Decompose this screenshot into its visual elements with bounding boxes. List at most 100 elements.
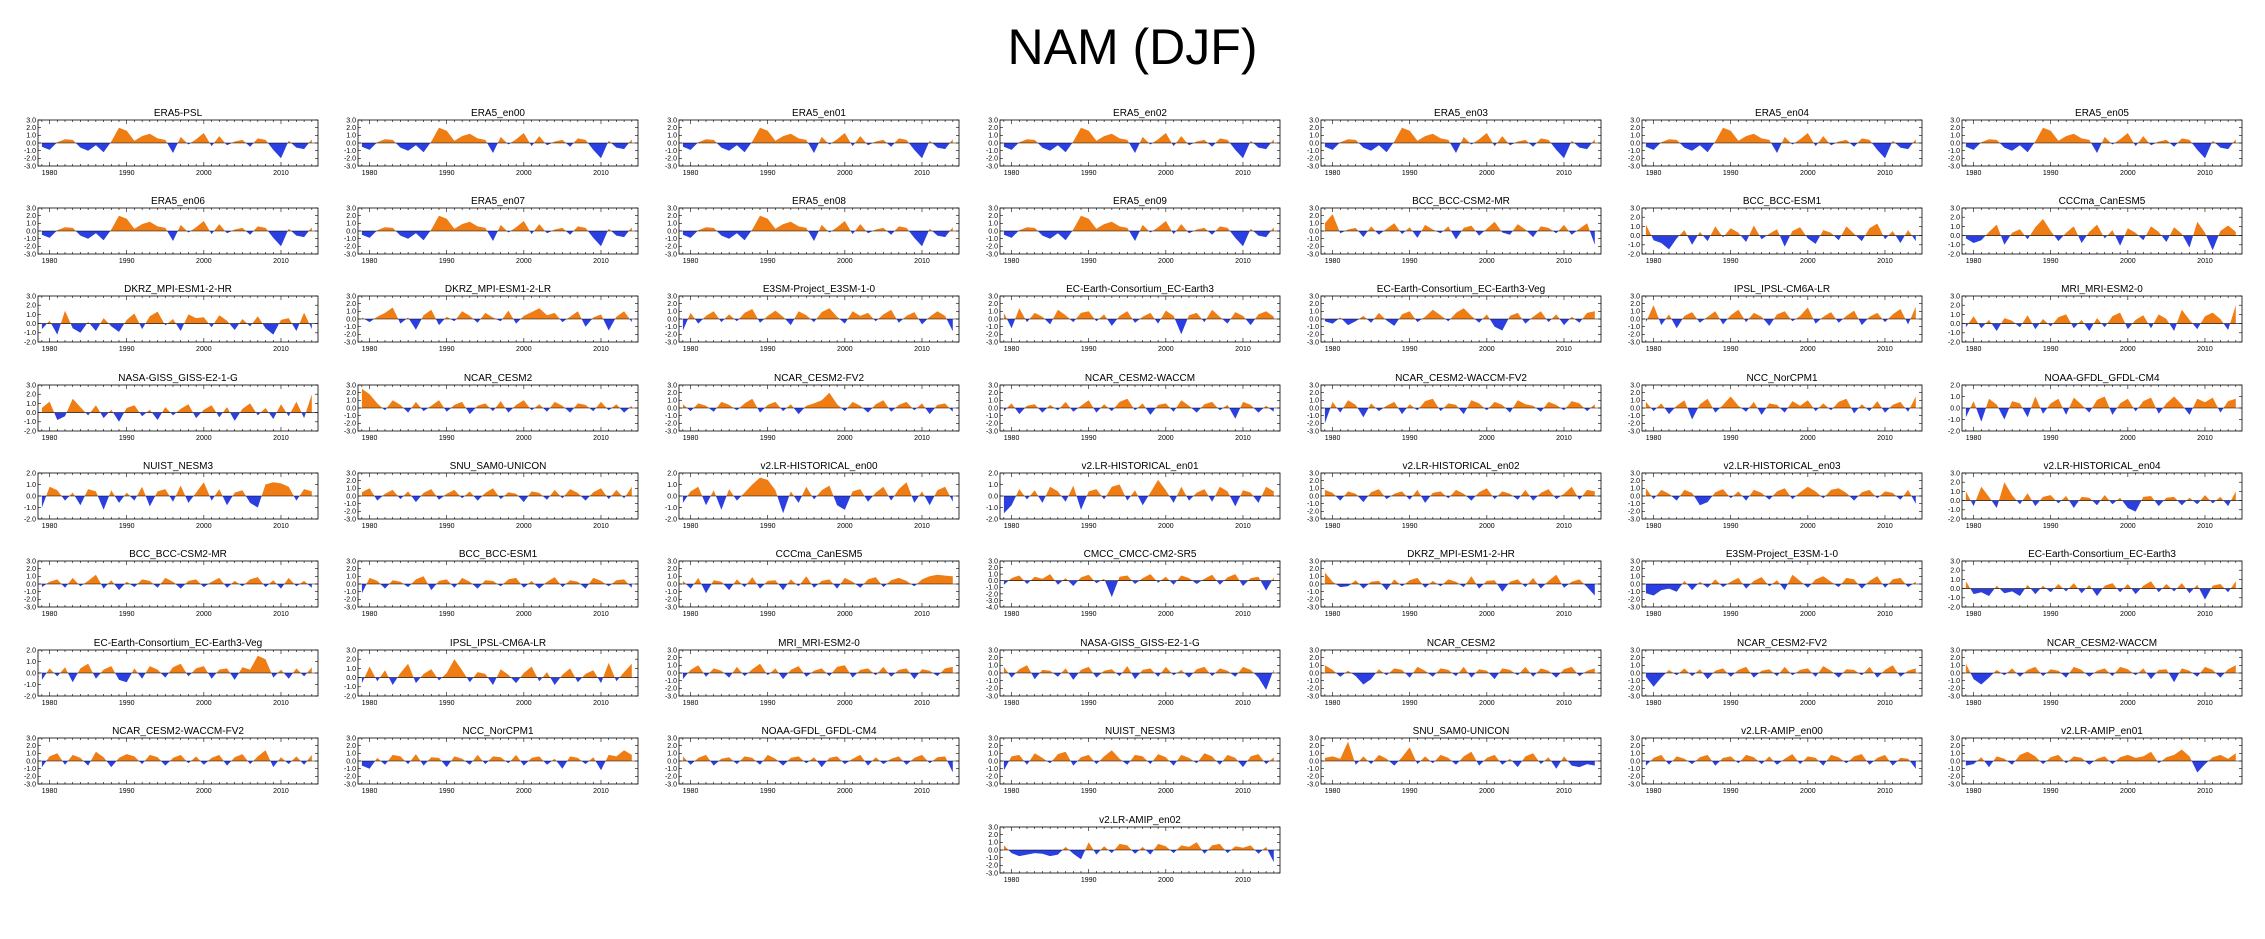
y-tick-label: -2.0 xyxy=(344,509,356,516)
panel-svg: ERA5_en08 3.02.01.00.0-1.0-2.0-3.0 1980 199… xyxy=(665,196,960,265)
y-tick-label: 0.0 xyxy=(1630,316,1640,323)
x-tick-label: 1990 xyxy=(1723,346,1739,353)
y-tick-label: -2.0 xyxy=(24,516,36,523)
x-tick-label: 1990 xyxy=(439,346,455,353)
x-tick-label: 1980 xyxy=(1966,611,1982,618)
panel-svg: EC-Earth-Consortium_EC-Earth3-Veg3.02.01… xyxy=(1307,284,1602,353)
chart-panel: NASA-GISS_GISS-E2-1-G 3.0 2.0 1.0 0.0 -1.0 -2.… xyxy=(966,636,1281,714)
y-tick-label: 1.0 xyxy=(988,309,998,316)
y-tick-label: -3.0 xyxy=(986,428,998,435)
x-tick-label: 2010 xyxy=(2197,523,2213,530)
positive-area xyxy=(1965,396,2236,408)
y-tick-label: -3.0 xyxy=(1307,339,1319,346)
x-tick-label: 2010 xyxy=(593,435,609,442)
chart-panel: ERA5_en05 3.0 2.0 1.0 0.0 -1.0 -2.0 -3.0 1980 199… xyxy=(1928,106,2243,184)
y-tick-label: -3.0 xyxy=(665,339,677,346)
x-tick-label: 1980 xyxy=(1646,523,1662,530)
chart-panel: NCAR_CESM2-FV2 3.0 2.0 1.0 0.0 -1.0 -2.0 -3.0 19… xyxy=(1608,636,1923,714)
positive-area xyxy=(1645,305,1916,319)
y-tick-label: 0.0 xyxy=(346,675,356,682)
panel-title: E3SM-Project_E3SM-1-0 xyxy=(763,284,876,295)
x-tick-label: 1990 xyxy=(2043,435,2059,442)
y-tick-label: 0.0 xyxy=(1309,581,1319,588)
y-tick-label: 2.0 xyxy=(667,213,677,220)
positive-area xyxy=(1003,479,1274,496)
x-tick-label: 2000 xyxy=(1800,435,1816,442)
negative-area xyxy=(361,143,632,159)
y-tick-label: -1.0 xyxy=(665,589,677,596)
y-tick-label: 0.0 xyxy=(1950,405,1960,412)
panel-title: DKRZ_MPI-ESM1-2-HR xyxy=(1407,549,1515,560)
y-tick-label: 3.0 xyxy=(1630,117,1640,124)
chart-panel: ERA5_en00 3.0 2.0 1.0 0.0 -1.0 -2.0 -3.0 1980 199… xyxy=(324,106,639,184)
y-tick-label: 3.0 xyxy=(988,382,998,389)
y-tick-label: -1.0 xyxy=(986,678,998,685)
y-tick-label: -1.0 xyxy=(1307,148,1319,155)
x-tick-label: 1980 xyxy=(42,700,58,707)
positive-area xyxy=(1965,581,2236,589)
chart-panel: CMCC_CMCC-CM2-SR5 3.0 2.0 1.0 0.0 -1.0 -2.0 -3.… xyxy=(966,547,1281,625)
negative-area xyxy=(682,319,953,332)
y-tick-label: 1.0 xyxy=(667,482,677,489)
x-tick-label: 2010 xyxy=(1877,435,1893,442)
chart-panel: E3SM-Project_E3SM-1-0 3.0 2.0 1.0 0.0 -1.0 -2.… xyxy=(645,282,960,360)
y-tick-label: 3.0 xyxy=(346,205,356,212)
y-tick-label: 2.0 xyxy=(667,390,677,397)
x-tick-label: 2000 xyxy=(196,346,212,353)
x-tick-label: 2000 xyxy=(196,258,212,265)
x-tick-label: 1980 xyxy=(683,435,699,442)
panel-svg: NCAR_CESM2-FV2 3.02.01.00.0-1.0-2.0-3.0 19… xyxy=(1628,638,1923,707)
y-tick-label: -1.0 xyxy=(344,236,356,243)
y-tick-label: -2.0 xyxy=(24,428,36,435)
x-tick-label: 1980 xyxy=(42,435,58,442)
x-tick-label: 1990 xyxy=(1081,435,1097,442)
panel-svg: ERA5-PSL 3.02.01.00.0-1.0-2.0-3.0 1980 1990… xyxy=(24,108,319,177)
y-tick-label: 2.0 xyxy=(26,470,36,477)
x-tick-label: 1990 xyxy=(2043,346,2059,353)
x-tick-label: 2010 xyxy=(2197,346,2213,353)
panel-title: EC-Earth-Consortium_EC-Earth3 xyxy=(1066,284,1214,295)
x-tick-label: 1990 xyxy=(1402,258,1418,265)
positive-area xyxy=(1645,396,1916,408)
y-tick-label: 1.0 xyxy=(1630,398,1640,405)
y-tick-label: -3.0 xyxy=(1307,163,1319,170)
chart-panel: BCC_BCC-CSM2-MR 3.0 2.0 1.0 0.0 -1.0 -2.0 -3.0 1… xyxy=(1287,194,1602,272)
y-tick-label: 2.0 xyxy=(346,566,356,573)
y-tick-label: -2.0 xyxy=(24,156,36,163)
negative-area xyxy=(682,584,953,594)
x-tick-label: 1990 xyxy=(760,435,776,442)
y-tick-label: 3.0 xyxy=(667,558,677,565)
y-tick-label: -1.0 xyxy=(665,505,677,512)
x-tick-label: 1990 xyxy=(1723,611,1739,618)
y-tick-label: 2.0 xyxy=(26,303,36,310)
y-tick-label: -1.0 xyxy=(1307,678,1319,685)
y-tick-label: -3.0 xyxy=(1628,163,1640,170)
x-tick-label: 2010 xyxy=(1556,700,1572,707)
x-tick-label: 1980 xyxy=(1325,435,1341,442)
y-tick-label: 3.0 xyxy=(1309,293,1319,300)
panel-title: ERA5_en06 xyxy=(151,196,205,207)
y-tick-label: -3.0 xyxy=(665,163,677,170)
y-tick-label: -2.0 xyxy=(986,156,998,163)
y-tick-label: 0.0 xyxy=(346,228,356,235)
y-tick-label: 2.0 xyxy=(1950,215,1960,222)
figure-title: NAM (DJF) xyxy=(1007,19,1258,75)
y-tick-label: -1.0 xyxy=(1948,242,1960,249)
y-tick-label: 3.0 xyxy=(1630,382,1640,389)
chart-panel: DKRZ_MPI-ESM1-2-HR 3.0 2.0 1.0 0.0 -1.0 -2.0 19… xyxy=(4,282,319,360)
chart-panel: EC-Earth-Consortium_EC-Earth3-Veg 3.0 2.0 1… xyxy=(1287,282,1602,360)
panel-svg: NUIST_NESM3 2.0 1.0 0.0 -1.0 -2.0 1980 1990 2000… xyxy=(24,461,319,530)
y-tick-label: 3.0 xyxy=(988,205,998,212)
y-tick-label: -2.0 xyxy=(24,244,36,251)
chart-panel: BCC_BCC-ESM1 3.0 2.0 1.0 0.0 -1.0 -2.0 1980 1990… xyxy=(1608,194,1923,272)
x-tick-label: 2010 xyxy=(593,700,609,707)
x-tick-label: 1990 xyxy=(2043,611,2059,618)
panel-title: BCC_BCC-CSM2-MR xyxy=(129,549,227,560)
y-tick-label: 1.0 xyxy=(346,666,356,673)
x-tick-label: 2010 xyxy=(273,611,289,618)
y-tick-label: 3.0 xyxy=(346,117,356,124)
x-tick-label: 2010 xyxy=(914,346,930,353)
y-tick-label: 2.0 xyxy=(26,213,36,220)
negative-area xyxy=(682,408,953,415)
chart-panel: NUIST_NESM3 2.0 1.0 0.0 -1.0 -2.0 1980 1990 2000… xyxy=(4,459,319,537)
